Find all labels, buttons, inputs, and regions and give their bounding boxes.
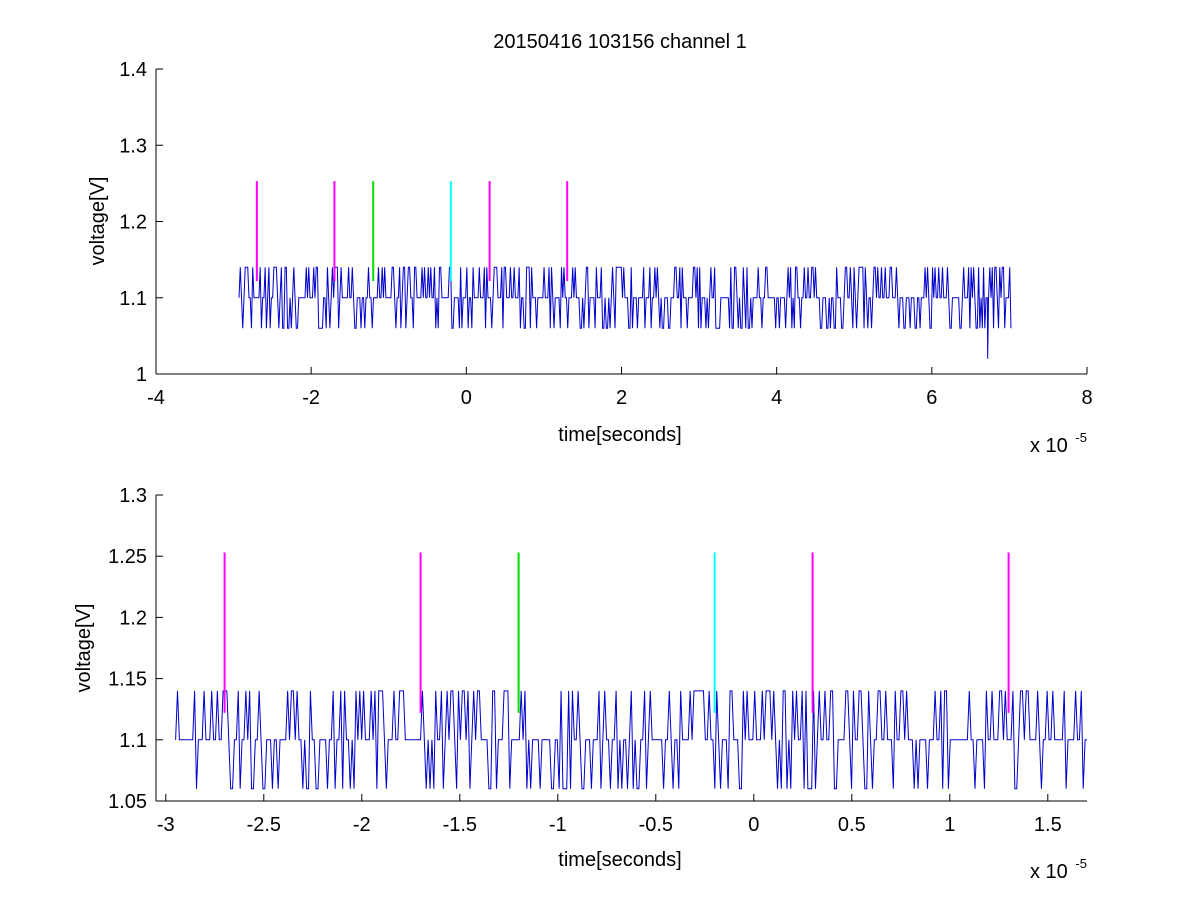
top-event-markers [255, 181, 569, 281]
bottom-trace-line [175, 690, 1087, 790]
bottom-x-tick-label: -1.5 [443, 814, 477, 836]
bottom-subplot: -3 -2.5 -2 -1.5 -1 -0.5 0 0.5 1 1.5 1.05 1.1 1.15 1.2… [73, 485, 1087, 883]
bottom-y-tick-label: 1.15 [108, 669, 147, 691]
bottom-y-axis-label: voltage[V] [73, 604, 95, 693]
bottom-x-tick-label: -3 [157, 814, 175, 836]
top-x-tick-label: -4 [147, 387, 165, 409]
top-x-tick-label: 6 [926, 387, 937, 409]
top-y-tick-label: 1.1 [119, 288, 147, 310]
top-axes [155, 69, 1087, 375]
top-y-tick-label: 1.2 [119, 212, 147, 234]
top-y-tick-label: 1.3 [119, 135, 147, 157]
top-x-multiplier-exponent: -5 [1075, 430, 1087, 445]
bottom-voltage-trace [175, 690, 1087, 790]
top-x-multiplier: x 10 -5 [1030, 430, 1087, 457]
top-ticks: -4 -2 0 2 4 6 8 1 1.1 1.2 1.3 1.4 [119, 59, 1092, 409]
bottom-x-tick-label: -1 [549, 814, 567, 836]
bottom-x-multiplier-base: x 10 [1030, 861, 1068, 883]
top-x-tick-label: 4 [771, 387, 782, 409]
top-x-tick-label: -2 [302, 387, 320, 409]
top-x-tick-label: 2 [616, 387, 627, 409]
top-subplot: -4 -2 0 2 4 6 8 1 1.1 1.2 1.3 1.4 time[seconds] vol… [87, 59, 1093, 457]
figure-title: 20150416 103156 channel 1 [493, 31, 747, 53]
bottom-event-markers [223, 552, 1010, 713]
bottom-x-tick-label: -0.5 [639, 814, 673, 836]
top-voltage-trace [238, 266, 1012, 359]
top-y-tick-label: 1 [136, 364, 147, 386]
bottom-x-tick-label: 1 [944, 814, 955, 836]
bottom-x-tick-label: -2.5 [247, 814, 281, 836]
top-trace-line [238, 266, 1012, 359]
bottom-x-axis-label: time[seconds] [558, 849, 681, 871]
bottom-x-tick-label: 1.5 [1034, 814, 1062, 836]
top-x-tick-label: 0 [461, 387, 472, 409]
top-x-multiplier-base: x 10 [1030, 435, 1068, 457]
bottom-x-multiplier: x 10 -5 [1030, 856, 1087, 883]
bottom-ticks: -3 -2.5 -2 -1.5 -1 -0.5 0 0.5 1 1.5 1.05 1.1 1.15 1.2… [108, 485, 1062, 836]
bottom-x-multiplier-exponent: -5 [1075, 856, 1087, 871]
bottom-x-tick-label: -2 [353, 814, 371, 836]
bottom-y-tick-label: 1.2 [119, 607, 147, 629]
bottom-y-tick-label: 1.05 [108, 791, 147, 813]
bottom-x-tick-label: 0.5 [838, 814, 866, 836]
bottom-x-tick-label: 0 [748, 814, 759, 836]
top-y-axis-label: voltage[V] [87, 177, 109, 266]
bottom-axes [155, 495, 1087, 802]
top-x-axis-label: time[seconds] [558, 424, 681, 446]
top-x-tick-label: 8 [1081, 387, 1092, 409]
bottom-y-tick-label: 1.3 [119, 485, 147, 507]
top-y-tick-label: 1.4 [119, 59, 147, 81]
bottom-y-tick-label: 1.1 [119, 730, 147, 752]
bottom-y-tick-label: 1.25 [108, 546, 147, 568]
